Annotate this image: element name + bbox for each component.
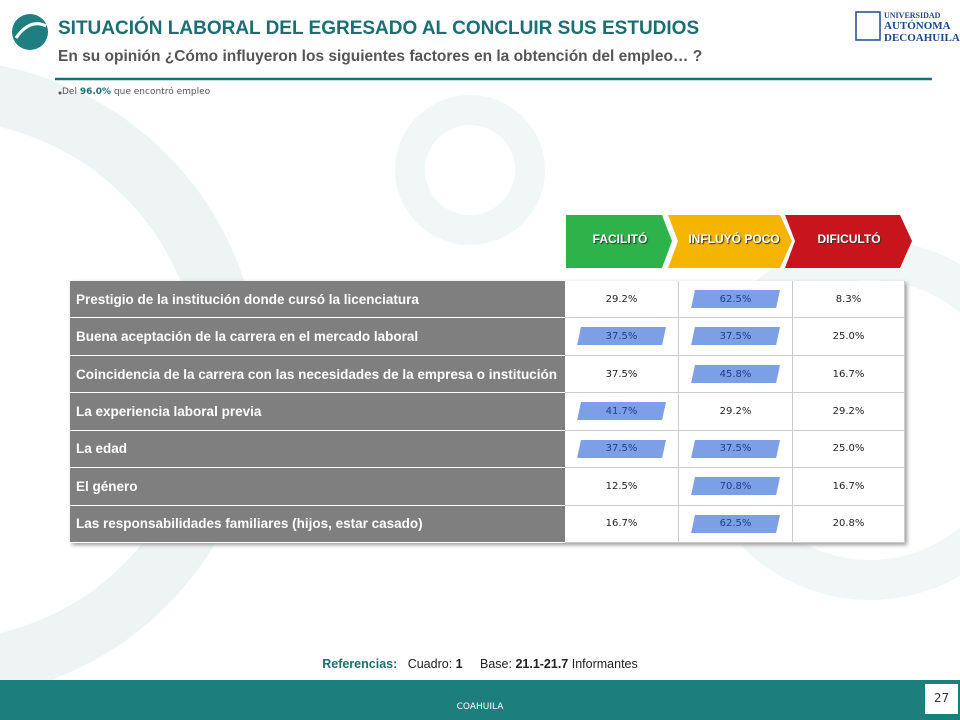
logo-line: UNIVERSIDAD bbox=[884, 11, 941, 20]
references-label: Referencias: bbox=[322, 657, 398, 671]
footer-region: COAHUILA bbox=[456, 702, 504, 712]
cell-text: 45.8% bbox=[719, 368, 752, 380]
table-cell: 37.5% bbox=[565, 355, 679, 394]
title: SITUACIÓN LABORAL DEL EGRESADO AL CONCLU… bbox=[58, 18, 700, 39]
logo-text: UNIVERSIDAD AUTÓNOMA DECOAHUILA bbox=[884, 11, 960, 44]
cell-text: 37.5% bbox=[719, 443, 752, 455]
legend-item: DIFICULTÓ bbox=[817, 232, 881, 246]
table-cell: 37.5% bbox=[679, 430, 793, 469]
base-unit: Informantes bbox=[571, 657, 638, 671]
table-cell: 62.5% bbox=[679, 281, 793, 319]
cell-text: 29.2% bbox=[605, 293, 638, 305]
cell-text: 20.8% bbox=[832, 518, 865, 530]
table-cell: 20.8% bbox=[793, 505, 905, 543]
cell-text: 70.8% bbox=[719, 480, 752, 492]
table-cell: 70.8% bbox=[679, 468, 793, 506]
cell-text: 16.7% bbox=[832, 368, 865, 380]
table-cell: 41.7% bbox=[565, 393, 679, 431]
row-label: El género bbox=[70, 468, 565, 506]
note-text: Del bbox=[62, 87, 77, 97]
table-cell: 8.3% bbox=[793, 281, 905, 319]
table-cell: 29.2% bbox=[793, 393, 905, 431]
cell-text: 25.0% bbox=[832, 443, 865, 455]
legend-item: INFLUYÓ POCO bbox=[688, 232, 780, 246]
cell-text: 12.5% bbox=[605, 480, 638, 492]
row-label: Prestigio de la institución donde cursó … bbox=[70, 281, 565, 319]
logo-line: COAHUILA bbox=[899, 32, 960, 44]
table-cell: 16.7% bbox=[793, 355, 905, 394]
table-cell: 29.2% bbox=[679, 393, 793, 431]
cell-text: 62.5% bbox=[719, 518, 752, 530]
cell-text: 16.7% bbox=[832, 480, 865, 492]
cell-text: 29.2% bbox=[832, 405, 865, 417]
row-label: Coincidencia de la carrera con las neces… bbox=[70, 355, 565, 394]
cell-text: 29.2% bbox=[719, 405, 752, 417]
legend-item: FACILITÓ bbox=[592, 232, 648, 246]
note-value: 96.0% bbox=[79, 87, 112, 97]
logo-line: DE bbox=[884, 32, 900, 44]
table: Prestigio de la institución donde cursó … bbox=[70, 281, 905, 543]
cell-text: 37.5% bbox=[605, 368, 638, 380]
row-label: Las responsabilidades familiares (hijos,… bbox=[70, 505, 565, 543]
table-number: 1 bbox=[455, 657, 463, 671]
cell-text: 37.5% bbox=[719, 331, 752, 343]
table-label: Cuadro: bbox=[407, 657, 453, 671]
table-cell: 37.5% bbox=[679, 318, 793, 356]
cell-text: 37.5% bbox=[605, 443, 638, 455]
table-cell: 37.5% bbox=[565, 318, 679, 356]
logo-line: DECOAHUILA bbox=[884, 32, 960, 44]
table-cell: 29.2% bbox=[565, 281, 679, 319]
base-value: 21.1-21.7 bbox=[515, 657, 569, 671]
base-label: Base: bbox=[479, 657, 512, 671]
cell-text: 16.7% bbox=[605, 518, 638, 530]
table-cell: 16.7% bbox=[565, 505, 679, 543]
table-cell: 25.0% bbox=[793, 318, 905, 356]
table-cell: 16.7% bbox=[793, 468, 905, 506]
cell-text: 25.0% bbox=[832, 331, 865, 343]
row-label: La experiencia laboral previa bbox=[70, 393, 565, 431]
note-text: que encontró empleo bbox=[113, 87, 211, 97]
cell-text: 8.3% bbox=[835, 293, 862, 305]
note: Del 96.0% que encontró empleo bbox=[62, 87, 210, 97]
logo-line: AUTÓNOMA bbox=[884, 20, 951, 32]
table-cell: 25.0% bbox=[793, 430, 905, 469]
row-label: La edad bbox=[70, 430, 565, 469]
table-cell: 62.5% bbox=[679, 505, 793, 543]
page-number: 27 bbox=[933, 691, 950, 705]
cell-text: 37.5% bbox=[605, 331, 638, 343]
table-cell: 12.5% bbox=[565, 468, 679, 506]
table-cell: 45.8% bbox=[679, 355, 793, 394]
row-label: Buena aceptación de la carrera en el mer… bbox=[70, 318, 565, 356]
table-cell: 37.5% bbox=[565, 430, 679, 469]
subtitle: En su opinión ¿Cómo influyeron los sigui… bbox=[58, 48, 703, 65]
cell-text: 41.7% bbox=[605, 405, 638, 417]
footer-references: Referencias: Cuadro: 1 Base: 21.1-21.7 I… bbox=[0, 657, 960, 671]
cell-text: 62.5% bbox=[719, 293, 752, 305]
